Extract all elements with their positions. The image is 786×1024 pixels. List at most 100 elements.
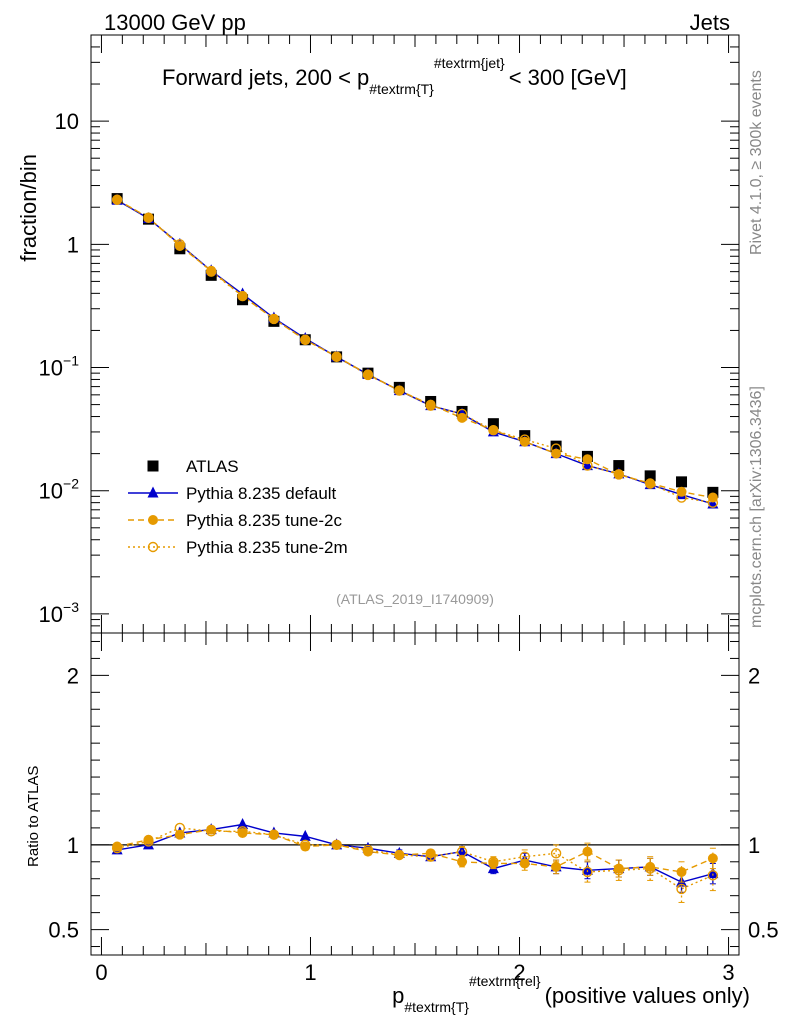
- data-point-3-1: [143, 212, 154, 224]
- ratio-point-1-15: [582, 846, 593, 857]
- main-ytick-label: 10: [55, 109, 79, 134]
- data-point-2-13: [519, 436, 530, 447]
- data-point-3-17: [644, 478, 656, 489]
- xlabel-subscript: #textrm{T}: [404, 999, 469, 1015]
- ratio-point-2-0: [111, 843, 123, 854]
- legend-marker-tune-2c: [128, 515, 178, 525]
- data-point-2-17: [645, 478, 656, 489]
- data-point-0-17: [644, 470, 656, 482]
- data-point-2-1: [143, 212, 154, 223]
- ratio-point-1-11: [457, 856, 468, 867]
- xtick-label: 0: [95, 960, 107, 985]
- ratio-point-2-14: [550, 848, 562, 859]
- ratio-point-1-14: [551, 861, 562, 872]
- data-point-3-19: [707, 497, 719, 508]
- legend-symbol: [147, 460, 159, 472]
- header-process: Jets: [690, 10, 730, 35]
- legend-entry-tune-2m: Pythia 8.235 tune-2m: [128, 538, 348, 557]
- ratio-data: [111, 818, 719, 903]
- legend-symbol: [147, 541, 159, 553]
- data-point-2-0: [112, 194, 123, 205]
- data-point-3-11: [456, 408, 468, 420]
- xlabel-main: p: [392, 983, 404, 1008]
- ratio-point-2-13: [519, 851, 530, 862]
- ratio-y-axis-label: Ratio to ATLAS: [25, 766, 42, 867]
- data-point-3-15: [582, 460, 593, 471]
- ratio-line-2: [116, 827, 714, 890]
- data-point-3-3: [205, 266, 217, 277]
- data-point-3-2: [174, 239, 186, 250]
- data-point-2-4: [237, 291, 248, 302]
- data-point-0-18: [676, 476, 688, 488]
- ratio-axis-ticks: 0.5 0.5 1 1 2 2 0 1 2 3: [48, 633, 779, 985]
- ratio-point-1-19: [707, 853, 718, 864]
- ratio-point-1-18: [676, 866, 687, 877]
- side-label-rivet: Rivet 4.1.0, ≥ 300k events: [748, 70, 765, 255]
- ratio-point-1-9: [394, 850, 405, 861]
- data-point-2-8: [362, 369, 373, 380]
- xtick-label: 3: [722, 960, 734, 985]
- data-point-0-14: [550, 440, 562, 452]
- data-point-3-14: [550, 443, 562, 454]
- data-point-3-16: [613, 469, 625, 480]
- main-y-axis-label: fraction/bin: [16, 154, 41, 262]
- title-main: Forward jets, 200 < p: [162, 65, 369, 90]
- data-point-0-19: [707, 486, 719, 498]
- data-point-2-16: [613, 469, 624, 480]
- data-point-3-6: [300, 334, 311, 345]
- data-point-3-8: [362, 369, 374, 381]
- data-point-1-15: [581, 459, 593, 471]
- title-end: < 300 [GeV]: [509, 65, 627, 90]
- legend-label-tune-2m: Pythia 8.235 tune-2m: [186, 538, 348, 557]
- data-point-2-6: [300, 335, 311, 346]
- data-point-3-13: [519, 434, 530, 445]
- ratio-point-0-4: [237, 818, 249, 830]
- main-ytick-exponent: −2: [63, 476, 79, 492]
- legend-marker-tune-2m: [128, 541, 178, 553]
- ratio-point-0-6: [299, 829, 311, 841]
- ratio-plot-frame: [90, 632, 740, 956]
- ratio-point-2-16: [613, 865, 625, 876]
- ratio-point-2-6: [300, 839, 311, 851]
- ratio-point-0-19: [707, 867, 719, 879]
- ratio-point-2-3: [205, 826, 217, 837]
- analysis-watermark: (ATLAS_2019_I1740909): [336, 591, 494, 607]
- ratio-ytick-label-left: 0.5: [48, 918, 79, 943]
- title-superscript: #textrm{jet}: [434, 55, 505, 71]
- xtick-label: 2: [513, 960, 525, 985]
- ratio-point-2-17: [644, 863, 656, 874]
- main-data: [111, 193, 719, 509]
- ratio-point-1-5: [268, 829, 279, 840]
- ratio-line-1: [116, 828, 714, 873]
- xtick-label: 1: [304, 960, 316, 985]
- ratio-point-2-4: [237, 826, 248, 837]
- ratio-point-2-7: [331, 839, 342, 851]
- legend-marker-atlas: [147, 460, 159, 472]
- ratio-point-2-11: [456, 846, 468, 857]
- legend-label-tune-2c: Pythia 8.235 tune-2c: [186, 511, 342, 530]
- main-title: Forward jets, 200 < p#textrm{T}#textrm{j…: [162, 55, 627, 97]
- legend-marker-default: [128, 486, 178, 498]
- legend-label-default: Pythia 8.235 default: [186, 484, 337, 503]
- legend-label-atlas: ATLAS: [186, 457, 239, 476]
- ratio-point-2-10: [425, 851, 436, 862]
- ratio-point-2-9: [394, 849, 405, 861]
- title-subscript: #textrm{T}: [369, 81, 434, 97]
- ratio-point-1-7: [331, 839, 342, 850]
- data-point-2-5: [268, 313, 279, 324]
- legend-symbol: [147, 486, 159, 498]
- ratio-line-0: [117, 823, 714, 883]
- ratio-point-2-5: [268, 829, 280, 840]
- header-energy: 13000 GeV pp: [104, 10, 246, 35]
- ratio-point-2-8: [362, 844, 374, 856]
- data-point-3-18: [676, 492, 687, 503]
- ratio-point-2-18: [676, 883, 687, 895]
- ratio-ytick-label-right: 2: [748, 663, 760, 688]
- ratio-ytick-label-right: 0.5: [748, 918, 779, 943]
- main-ytick-base: 10: [39, 602, 63, 627]
- x-axis-label: p#textrm{T}#textrm{rel}(positive values …: [392, 973, 750, 1015]
- ratio-point-2-1: [143, 836, 154, 847]
- legend-entry-tune-2c: Pythia 8.235 tune-2c: [128, 511, 342, 530]
